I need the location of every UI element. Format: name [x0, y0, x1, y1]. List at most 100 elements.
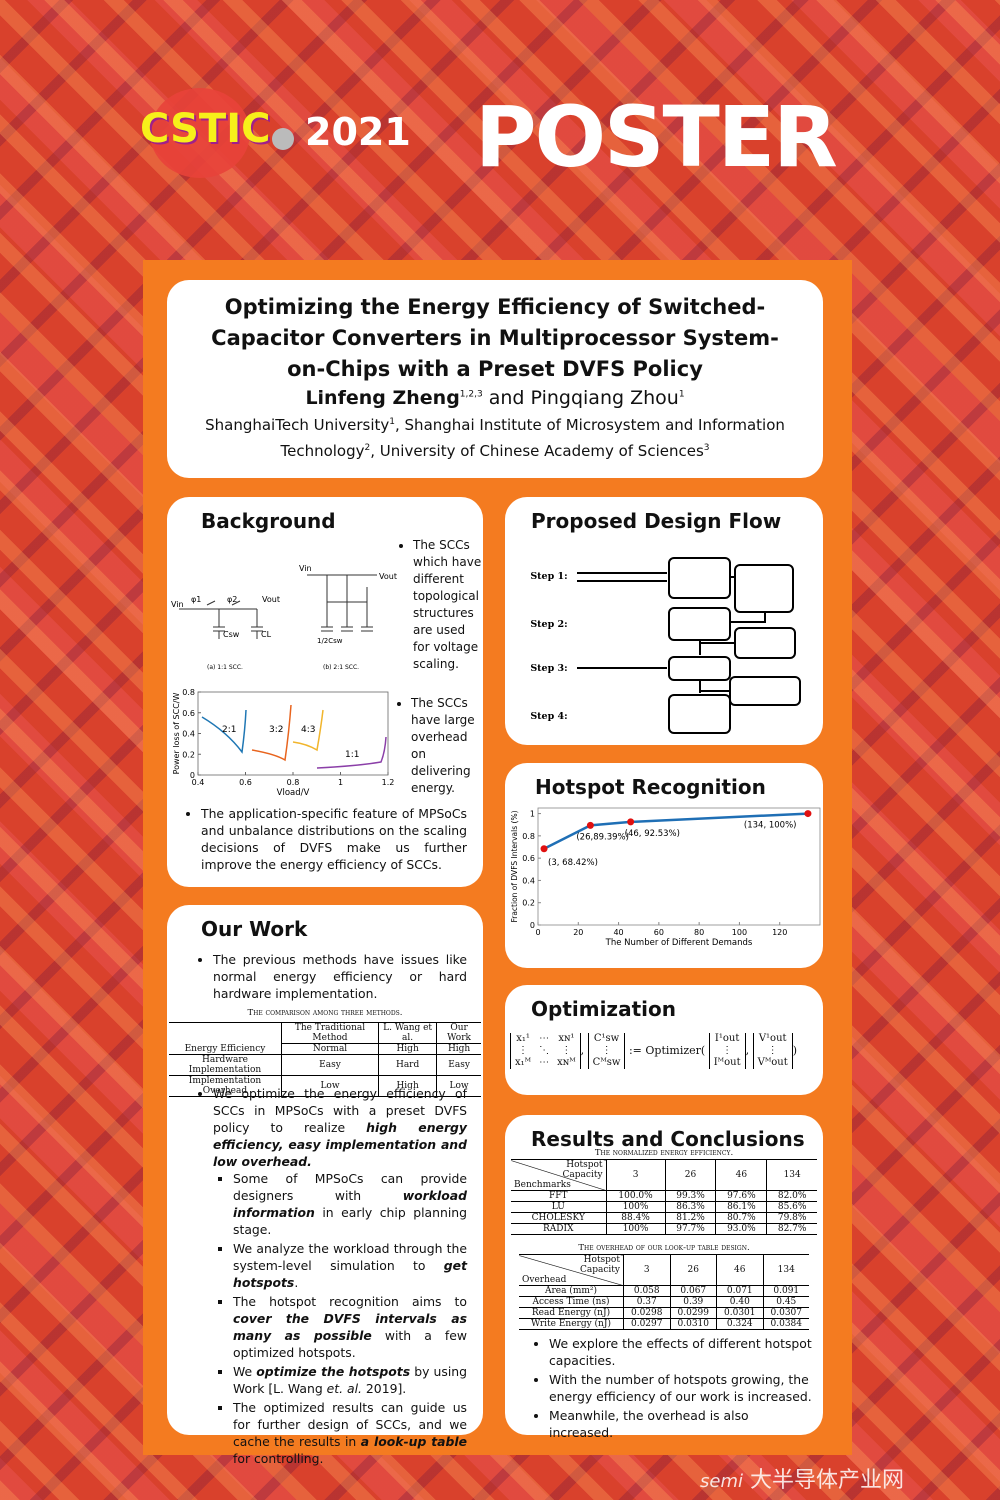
text: 2019]. — [361, 1381, 407, 1396]
table-row: Hotspot Capacity Overhead 3 26 46 134 — [519, 1254, 809, 1286]
x-tick-label: 80 — [694, 928, 704, 937]
bullets: The SCCs which have different topologica… — [397, 537, 483, 675]
table-cell: 86.1% — [715, 1201, 767, 1213]
table-cell: 97.7% — [664, 1223, 716, 1235]
caption: (a) 1:1 SCC. — [207, 664, 243, 671]
table: The Traditional Method L. Wang et al. Our … — [169, 1022, 481, 1097]
corner-bottom: Overhead — [522, 1275, 567, 1285]
table-cell: 0.0310 — [669, 1318, 717, 1330]
point — [627, 818, 635, 826]
matrix-entry: Cᴹsw — [592, 1057, 621, 1068]
table-cell: Access Time (ns) — [519, 1296, 624, 1308]
table-row: RADIX 100% 97.7% 93.0% 82.7% — [511, 1223, 817, 1235]
y-tick-label: 0.6 — [522, 854, 535, 863]
matrix-entry: ⋯ — [539, 1057, 550, 1068]
emphasis: workload information — [233, 1188, 467, 1220]
text: . — [294, 1275, 299, 1290]
matrix: x₁¹ ⋯ xɴ¹ ⋮ ⋱ ⋮ x₁ᴹ ⋯ xɴᴹ — [510, 1033, 581, 1069]
table-cell: 100% — [605, 1201, 666, 1213]
table-caption: The comparison among three methods. — [247, 1008, 403, 1018]
circuit: Vin φ1 φ2 Vout Csw CL Vin Vout 1/2Csw (a… — [171, 564, 397, 671]
y-tick-label: 0.2 — [182, 750, 195, 759]
watermark: semi 大半导体产业网 — [700, 1462, 904, 1494]
line — [543, 812, 808, 850]
site: 大半导体产业网 — [750, 1468, 905, 1493]
x-tick-label: 120 — [772, 928, 787, 937]
table-cell: 97.6% — [715, 1190, 767, 1202]
y-tick-label: 0.8 — [182, 688, 195, 697]
table-cell: 86.3% — [664, 1201, 716, 1213]
matrix-entry: V¹out — [758, 1033, 787, 1044]
table-cell: 0.0301 — [716, 1307, 764, 1319]
table-cell: High — [378, 1043, 437, 1055]
table-row: LU 100% 86.3% 86.1% 85.6% — [511, 1201, 817, 1213]
y-axis-label: Power loss of SCC/W — [172, 692, 181, 774]
table-row: Hotspot Capacity Benchmarks 3 26 46 134 — [511, 1159, 817, 1191]
table-cell: Read Energy (nJ) — [519, 1307, 624, 1319]
table-cell: 46 — [716, 1254, 764, 1286]
table-row: The Traditional Method L. Wang et al. Our … — [169, 1022, 481, 1044]
matrix-row: ⋮ ⋱ ⋮ — [511, 1045, 581, 1057]
table-row: Write Energy (nJ) 0.0297 0.0310 0.324 0.0384 — [519, 1318, 809, 1330]
y-tick-label: 0.6 — [182, 709, 195, 718]
table-cell: The Traditional Method — [280, 1022, 379, 1044]
table-row: Hardware Implementation Easy Hard Easy — [169, 1054, 481, 1076]
sup: 1 — [389, 417, 395, 427]
matrix-entry: ⋮ — [561, 1045, 572, 1056]
table-cell: 0.39 — [669, 1296, 717, 1308]
sub-bullet: The hotspot recognition aims to cover th… — [233, 1293, 467, 1361]
sup: 3 — [703, 443, 710, 453]
table-cell: 0.058 — [622, 1285, 670, 1297]
emphasis: a look-up table — [360, 1434, 467, 1449]
table-cell: 85.6% — [766, 1201, 817, 1213]
table-caption: The overhead of our look-up table design… — [578, 1243, 750, 1253]
sub-bullet: Some of MPSoCs can provide designers wit… — [233, 1170, 467, 1238]
y-tick-label: 0.4 — [522, 876, 535, 885]
curve-label: 4:3 — [301, 725, 315, 735]
y-tick-label: 0 — [190, 771, 195, 780]
table-cell: 88.4% — [605, 1212, 666, 1224]
label: Vin — [171, 600, 184, 609]
table-row: CHOLESKY 88.4% 81.2% 80.7% 79.8% — [511, 1212, 817, 1224]
table-cell: Low — [436, 1075, 481, 1097]
table-cell: 100% — [605, 1223, 666, 1235]
x-tick-label: 0.4 — [192, 778, 205, 787]
matrix-row: Vᴹout — [753, 1057, 792, 1069]
bullets: We optimize the energy efficiency of SCC… — [197, 1085, 467, 1469]
table-cell: Hard — [378, 1054, 437, 1076]
emphasis: high energy efficiency, easy implementat… — [213, 1120, 467, 1169]
matrix-entry: ⋯ — [539, 1033, 550, 1044]
heading: Our Work — [201, 917, 308, 941]
point — [804, 810, 812, 818]
x-tick-label: 20 — [573, 928, 583, 937]
table-cell: Write Energy (nJ) — [519, 1318, 624, 1330]
aff: , University of Chinese Academy of Scien… — [370, 442, 704, 460]
point — [586, 821, 594, 829]
bullets: The SCCs have large overhead on deliveri… — [395, 695, 483, 799]
optimization-box: Optimization x₁¹ ⋯ xɴ¹ ⋮ ⋱ ⋮ x₁ᴹ ⋯ xɴᴹ, C¹sw ⋮ Cᴹs… — [505, 985, 823, 1095]
table-cell: 0.071 — [716, 1285, 764, 1297]
label: φ2 — [227, 595, 237, 604]
x-tick-label: 100 — [732, 928, 747, 937]
heading: Proposed Design Flow — [531, 509, 782, 533]
table-cell: 0.0299 — [669, 1307, 717, 1319]
symbol: ) — [792, 1044, 798, 1057]
label: CL — [261, 630, 272, 639]
aff: ShanghaiTech University — [205, 416, 390, 434]
label: 1/2Csw — [317, 637, 343, 645]
label: φ1 — [191, 595, 201, 604]
bullet: We optimize the energy efficiency of SCC… — [213, 1085, 467, 1467]
step: Step 3: — [530, 663, 567, 674]
background-box: Background Vin φ1 φ2 Vout Csw CL Vin Vou… — [167, 497, 483, 887]
our-work-box: Our Work The previous methods have issue… — [167, 905, 483, 1466]
formula: x₁¹ ⋯ xɴ¹ ⋮ ⋱ ⋮ x₁ᴹ ⋯ xɴᴹ, C¹sw ⋮ Cᴹsw := Optimize… — [510, 1033, 797, 1069]
table-cell: 0.40 — [716, 1296, 764, 1308]
brand: semi — [700, 1471, 743, 1492]
text: by using Work [L. Wang — [233, 1364, 467, 1396]
matrix-entry: C¹sw — [593, 1033, 620, 1044]
matrix-entry: ⋮ — [722, 1045, 733, 1056]
step: Step 2: — [530, 619, 567, 630]
table-cell: 3 — [605, 1159, 666, 1191]
x-tick-label: 1.2 — [382, 778, 395, 787]
table-cell: 0.067 — [669, 1285, 717, 1297]
